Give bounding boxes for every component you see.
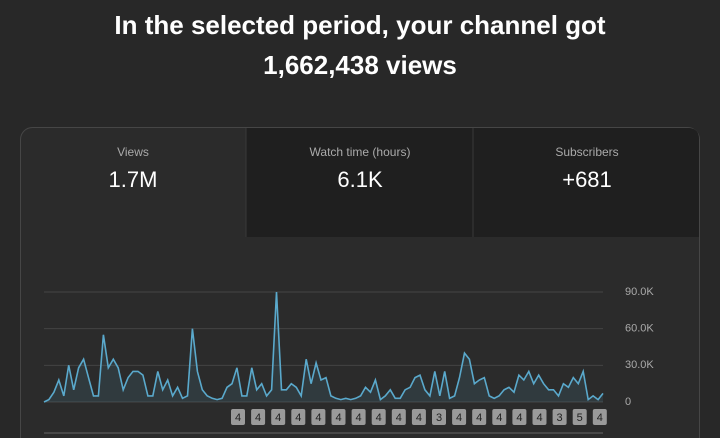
annotation-label: 4 xyxy=(356,412,362,424)
annotation-box xyxy=(311,409,326,425)
annotation-label: 4 xyxy=(536,412,542,424)
annotation-label: 3 xyxy=(436,412,442,424)
headline-views: 1,662,438 views xyxy=(263,50,457,80)
annotation-label: 4 xyxy=(456,412,462,424)
annotation-box xyxy=(391,409,406,425)
annotation-label: 4 xyxy=(416,412,422,424)
annotation-label: 5 xyxy=(577,412,583,424)
metric-value: +681 xyxy=(562,167,612,192)
annotation-box xyxy=(411,409,426,425)
annotation-box xyxy=(592,409,607,425)
line xyxy=(43,291,604,403)
area xyxy=(44,292,603,402)
metric-label: Subscribers xyxy=(555,145,618,159)
metric-label: Views xyxy=(117,145,149,159)
annotation-box xyxy=(492,409,507,425)
annotation-box xyxy=(231,409,245,425)
annotation-box xyxy=(512,409,527,425)
annotation-box xyxy=(532,409,547,425)
annotation-label: 4 xyxy=(516,412,522,424)
y-tick-label: 90.0K xyxy=(625,286,654,298)
metric-label: Watch time (hours) xyxy=(310,145,411,159)
annotation-label: 4 xyxy=(275,412,281,424)
annotation-box xyxy=(552,409,567,425)
annotation-box xyxy=(291,409,306,425)
annotation-box xyxy=(472,409,487,425)
y-tick-label: 60.0K xyxy=(625,323,654,335)
metric-value: 6.1K xyxy=(337,167,383,192)
annotation-label: 4 xyxy=(376,412,382,424)
annotation-label: 3 xyxy=(557,412,563,424)
annotation-label: 4 xyxy=(597,412,603,424)
annotation-box xyxy=(452,409,467,425)
metric-value: 1.7M xyxy=(109,167,158,192)
y-tick-label: 30.0K xyxy=(625,359,654,371)
annotation-label: 4 xyxy=(255,412,261,424)
annotation-label: 4 xyxy=(476,412,482,424)
annotation-label: 4 xyxy=(235,412,241,424)
headline: In the selected period, your channel got xyxy=(114,10,606,40)
annotation-label: 4 xyxy=(315,412,321,424)
annotation-box xyxy=(572,409,587,425)
metric-tab[interactable]: Watch time (hours) 6.1K xyxy=(310,145,411,192)
metric-tab[interactable]: Views 1.7M xyxy=(109,145,158,192)
y-tick-label: 0 xyxy=(625,396,631,408)
metric-tab[interactable]: Subscribers +681 xyxy=(555,145,618,192)
annotation-label: 4 xyxy=(295,412,301,424)
annotation-label: 4 xyxy=(396,412,402,424)
annotation-box xyxy=(432,409,446,425)
annotation-box xyxy=(371,409,386,425)
annotation-box xyxy=(351,409,366,425)
annotation-box xyxy=(271,409,286,425)
annotation-box xyxy=(251,409,266,425)
annotation-box xyxy=(331,409,346,425)
annotation-label: 4 xyxy=(496,412,502,424)
annotation-label: 4 xyxy=(335,412,341,424)
